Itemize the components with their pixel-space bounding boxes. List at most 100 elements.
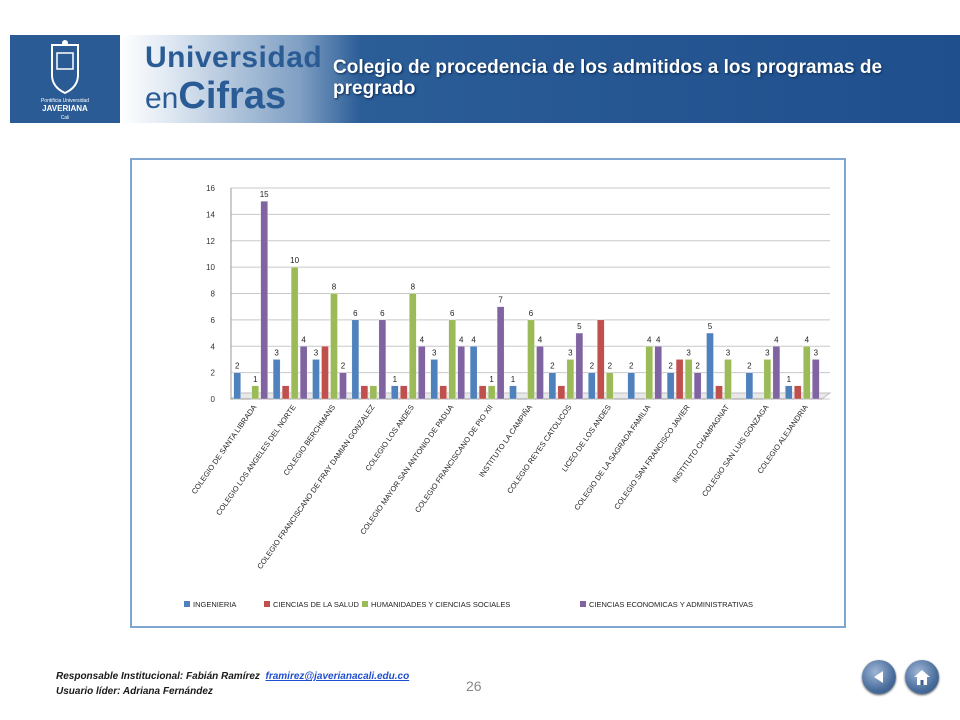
bar [566, 359, 575, 400]
bar [351, 319, 360, 400]
bar [706, 332, 714, 400]
data-label: 3 [686, 348, 691, 357]
bar [478, 385, 487, 400]
bar [487, 385, 496, 400]
bar [260, 201, 268, 400]
y-tick-label: 2 [211, 369, 216, 378]
back-arrow-icon [874, 671, 883, 683]
data-label: 3 [726, 348, 731, 357]
bar [281, 385, 290, 400]
bar [233, 372, 241, 400]
data-label: 7 [498, 296, 503, 305]
data-label: 4 [471, 335, 476, 344]
data-label: 3 [432, 348, 437, 357]
data-label: 2 [550, 362, 555, 371]
bar [430, 359, 438, 400]
data-label: 6 [529, 309, 534, 318]
data-label: 6 [353, 309, 358, 318]
data-label: 4 [805, 335, 810, 344]
data-label: 4 [656, 335, 661, 344]
bar [645, 346, 653, 400]
bar [763, 359, 772, 400]
bar [448, 319, 456, 400]
data-label: 3 [568, 348, 573, 357]
data-label: 2 [629, 362, 634, 371]
bar [409, 293, 417, 400]
bar [369, 385, 378, 400]
bar [339, 372, 347, 400]
header-banner: Pontificia Universidad JAVERIANA Cali Un… [0, 35, 960, 123]
bar [575, 332, 584, 400]
brand-wordmark: Universidad enCifras [145, 43, 322, 116]
bar [469, 346, 478, 400]
y-tick-label: 10 [206, 263, 215, 272]
brand-line2-main: Cifras [178, 75, 287, 117]
bar [457, 346, 465, 400]
bar [675, 359, 684, 400]
page-title: Colegio de procedencia de los admitidos … [333, 57, 883, 99]
data-label: 2 [695, 362, 700, 371]
bar [654, 346, 662, 400]
bar [418, 346, 426, 400]
home-button[interactable] [905, 660, 939, 694]
data-label: 2 [747, 362, 752, 371]
bar [496, 306, 505, 400]
data-label: 2 [608, 362, 613, 371]
bar [272, 359, 281, 400]
logo-text-line3: Cali [61, 115, 70, 121]
bar [627, 372, 635, 400]
bar [312, 359, 320, 400]
data-label: 1 [511, 375, 516, 384]
category-label: COLEGIO SAN LUIS GONZAGA [700, 403, 770, 498]
university-logo: Pontificia Universidad JAVERIANA Cali [10, 35, 120, 123]
brand-line2: enCifras [145, 77, 322, 115]
back-button[interactable] [862, 660, 896, 694]
data-label: 3 [765, 348, 770, 357]
responsable-label: Responsable Institucional: Fabián Ramíre… [56, 671, 260, 682]
bar [812, 359, 820, 400]
bar [330, 293, 338, 400]
email-link[interactable]: framirez@javerianacali.edu.co [265, 671, 410, 682]
data-label: 4 [538, 335, 543, 344]
data-label: 1 [253, 375, 258, 384]
data-label: 3 [814, 348, 819, 357]
bar [251, 385, 259, 400]
y-tick-label: 8 [211, 290, 216, 299]
y-tick-label: 12 [206, 237, 215, 246]
bar [597, 319, 605, 400]
y-tick-label: 4 [211, 342, 216, 351]
data-label: 8 [332, 283, 337, 292]
bar [666, 372, 675, 400]
data-label: 2 [341, 362, 346, 371]
bar [321, 346, 329, 400]
data-label: 1 [787, 375, 792, 384]
bar [772, 346, 781, 400]
y-tick-label: 0 [211, 395, 216, 404]
bar [794, 385, 802, 400]
legend-swatch [184, 601, 190, 607]
data-label: 4 [459, 335, 464, 344]
bar [536, 346, 544, 400]
bar [724, 359, 732, 400]
category-label: COLEGIO SAN FRANCISCO JAVIER [612, 403, 692, 512]
data-label: 8 [411, 283, 416, 292]
bar [290, 266, 299, 400]
data-label: 4 [301, 335, 306, 344]
bar [299, 346, 308, 400]
legend-swatch [264, 601, 270, 607]
logo-text-line1: Pontificia Universidad [41, 98, 89, 104]
data-label: 1 [489, 375, 494, 384]
crest-icon: Pontificia Universidad JAVERIANA Cali [41, 40, 89, 121]
bar [391, 385, 399, 400]
bar [785, 385, 793, 400]
footer-usuario: Usuario líder: Adriana Fernández [56, 686, 213, 697]
data-label: 2 [590, 362, 595, 371]
bar [684, 359, 693, 400]
data-label: 6 [380, 309, 385, 318]
data-label: 1 [393, 375, 398, 384]
bar [548, 372, 557, 400]
category-label: COLEGIO DE SANTA LIBRADA [190, 403, 259, 496]
bar [509, 385, 517, 400]
home-icon [914, 670, 930, 685]
